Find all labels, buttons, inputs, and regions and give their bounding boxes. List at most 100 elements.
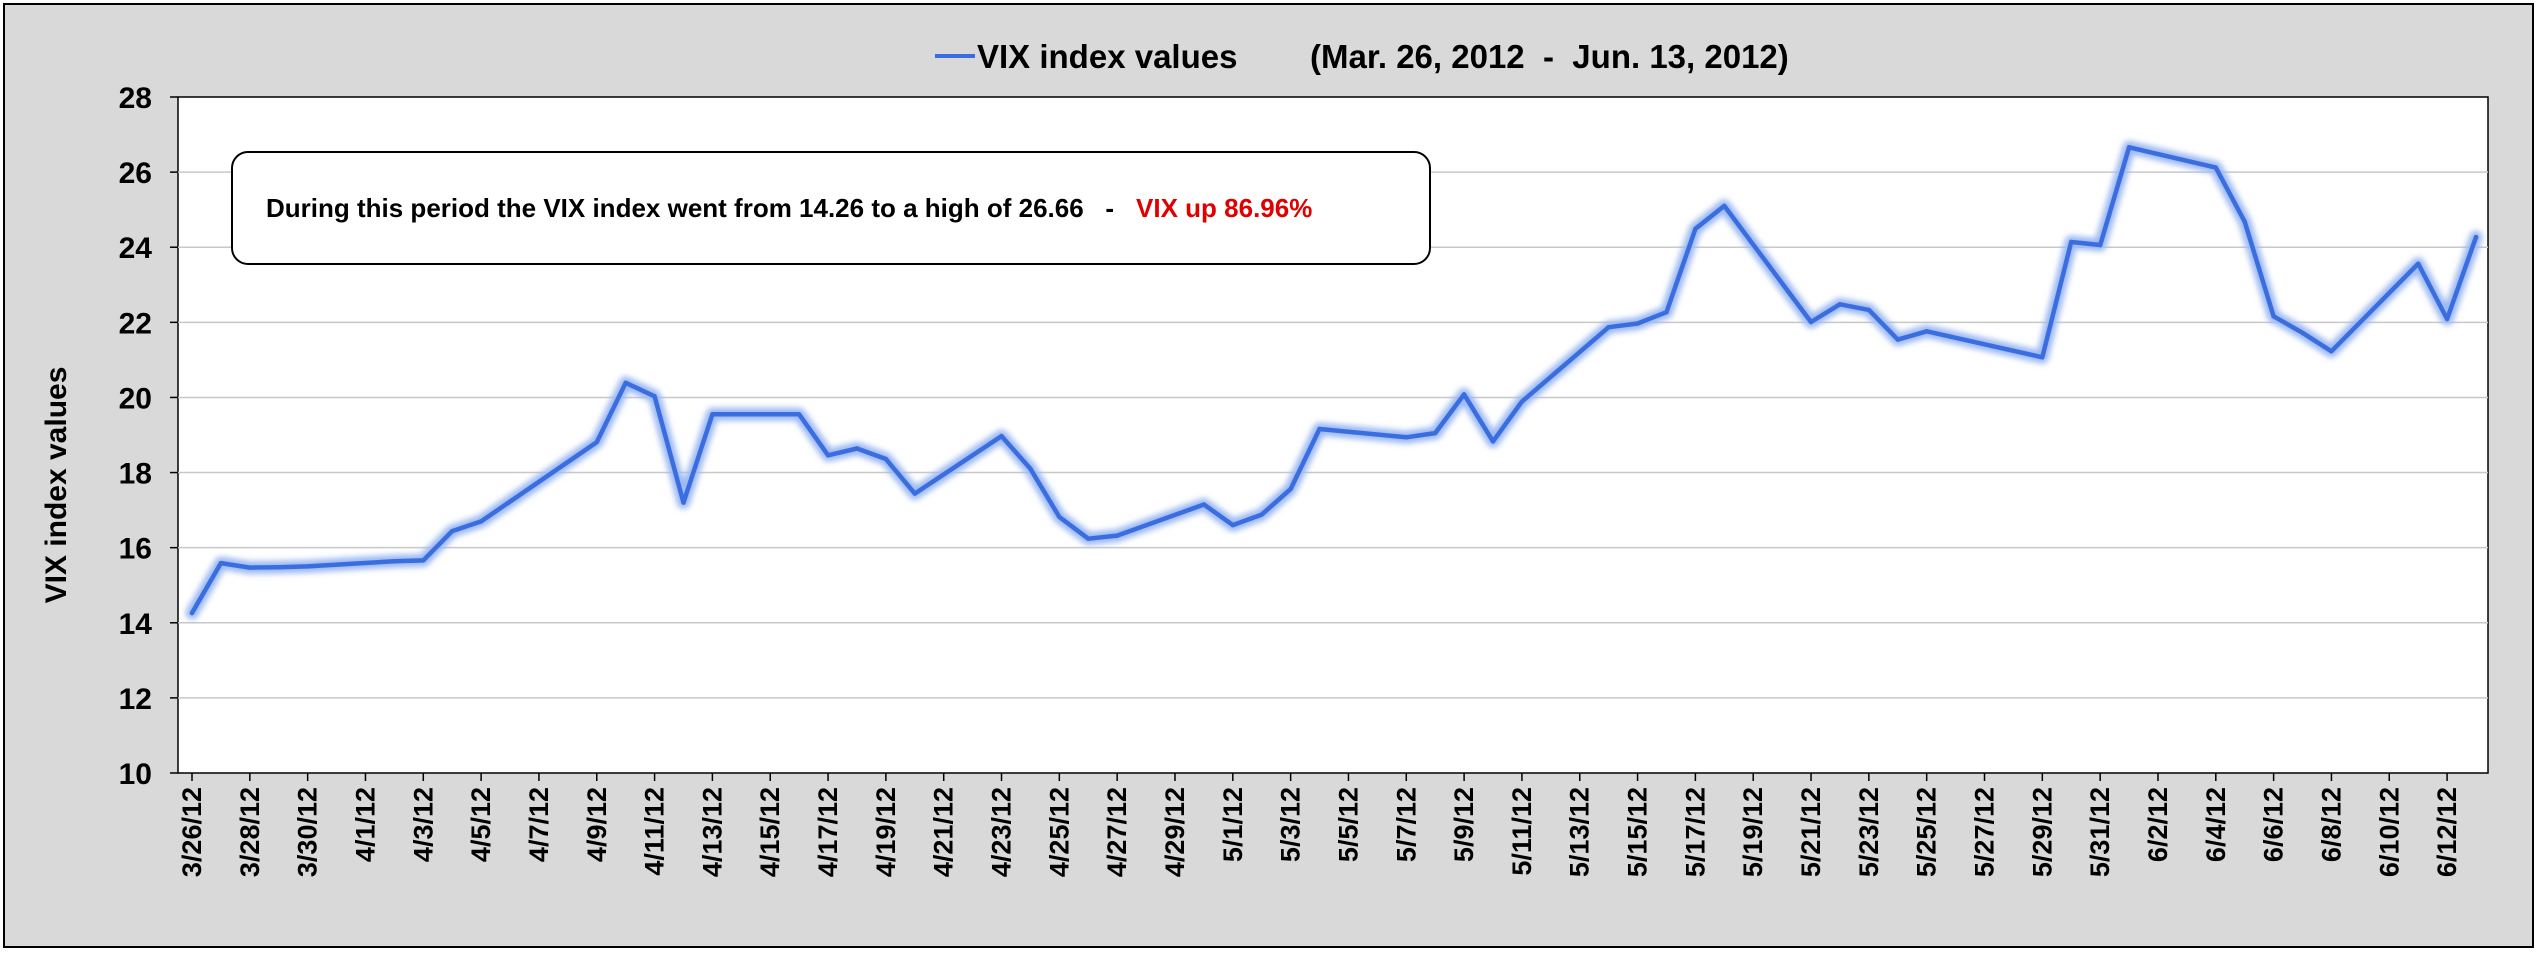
chart-legend: VIX index values (Mar. 26, 2012 - Jun. 1… [935, 38, 1789, 75]
data-point [2416, 261, 2421, 266]
y-tick-label: 18 [119, 458, 152, 491]
data-point [1086, 536, 1091, 541]
x-tick-label: 4/13/12 [697, 787, 727, 877]
x-tick-label: 4/27/12 [1102, 787, 1132, 877]
data-point [999, 433, 1004, 439]
data-point [1606, 325, 1611, 330]
data-point [1404, 435, 1409, 440]
y-tick-label: 24 [119, 232, 153, 265]
x-tick-label: 4/7/12 [524, 787, 554, 862]
annotation-text: During this period the VIX index went fr… [266, 193, 1114, 223]
data-point [594, 439, 599, 445]
data-point [189, 610, 195, 616]
x-tick-label: 5/11/12 [1507, 787, 1537, 876]
x-tick-label: 5/25/12 [1912, 787, 1942, 877]
x-tick-label: 5/7/12 [1391, 787, 1421, 862]
data-point [276, 565, 281, 570]
x-tick-label: 5/15/12 [1623, 787, 1653, 877]
x-tick-label: 5/5/12 [1333, 787, 1363, 862]
data-point [1808, 319, 1814, 325]
data-point [825, 453, 831, 458]
data-point [2213, 165, 2218, 170]
annotation-box: During this period the VIX index went fr… [231, 151, 1431, 265]
x-tick-label: 6/2/12 [2143, 787, 2173, 862]
x-tick-label: 4/15/12 [755, 787, 785, 877]
data-point [854, 446, 860, 451]
data-point [912, 491, 917, 496]
data-point [1259, 512, 1264, 517]
x-tick-label: 5/31/12 [2085, 787, 2115, 877]
x-tick-label: 4/17/12 [813, 787, 843, 877]
data-point [1317, 426, 1322, 432]
data-point [2098, 242, 2103, 248]
data-point [218, 560, 224, 566]
x-tick-label: 4/1/12 [350, 787, 380, 862]
x-tick-label: 6/6/12 [2259, 787, 2289, 862]
data-point [478, 519, 484, 524]
data-point [450, 528, 455, 534]
x-tick-label: 4/19/12 [871, 787, 901, 877]
data-point [1924, 329, 1929, 334]
x-tick-label: 5/13/12 [1565, 787, 1595, 877]
data-point [1490, 439, 1496, 444]
y-tick-label: 26 [119, 157, 152, 190]
annotation-highlight: VIX up 86.96% [1136, 193, 1312, 223]
legend-date-range: (Mar. 26, 2012 - Jun. 13, 2012) [1310, 38, 1789, 75]
data-point [1433, 430, 1438, 436]
x-tick-label: 4/21/12 [929, 787, 959, 877]
y-tick-label: 10 [119, 758, 152, 791]
data-point [1866, 307, 1872, 313]
series-vix [185, 140, 2483, 620]
data-point [710, 412, 715, 417]
data-point [1635, 321, 1640, 326]
y-axis-ticks: 10 12 14 16 18 20 22 24 26 28 [119, 82, 178, 791]
x-tick-label: 4/25/12 [1044, 787, 1074, 877]
x-tick-label: 5/23/12 [1854, 787, 1884, 877]
x-tick-label: 5/9/12 [1449, 787, 1479, 862]
data-point [1664, 310, 1669, 315]
x-tick-label: 4/3/12 [408, 787, 438, 862]
data-point [623, 380, 628, 385]
x-tick-label: 4/23/12 [987, 787, 1017, 877]
y-axis-label: VIX index values [40, 367, 73, 604]
x-tick-label: 4/5/12 [466, 787, 496, 862]
x-tick-label: 4/9/12 [582, 787, 612, 862]
data-point [2040, 355, 2045, 360]
data-point [2329, 349, 2334, 354]
data-point [421, 558, 426, 563]
y-tick-label: 12 [119, 683, 152, 716]
y-tick-label: 28 [119, 82, 152, 115]
x-tick-label: 5/29/12 [2027, 787, 2057, 877]
data-point [392, 559, 397, 564]
annotation-text-line: During this period the VIX index went fr… [266, 193, 1312, 223]
data-point [883, 456, 889, 462]
x-tick-label: 6/10/12 [2374, 787, 2404, 877]
data-point [2473, 234, 2479, 240]
x-tick-label: 5/1/12 [1218, 787, 1248, 862]
data-point [796, 412, 802, 417]
data-point [652, 394, 657, 399]
x-tick-label: 5/3/12 [1276, 787, 1306, 862]
data-point [1461, 392, 1467, 397]
series-line [189, 145, 2479, 616]
data-point [1288, 486, 1293, 492]
x-tick-label: 5/27/12 [1970, 787, 2000, 877]
annotation-frame [231, 151, 1431, 265]
x-tick-label: 6/12/12 [2432, 787, 2462, 877]
x-tick-label: 3/30/12 [293, 787, 323, 877]
data-point [1057, 514, 1062, 520]
x-tick-label: 5/21/12 [1796, 787, 1826, 877]
data-point [1895, 337, 1901, 342]
x-tick-label: 3/28/12 [235, 787, 265, 877]
y-tick-label: 22 [119, 307, 152, 340]
data-point [681, 500, 686, 505]
data-point [1028, 466, 1033, 471]
x-tick-label: 4/29/12 [1160, 787, 1190, 877]
data-point [1230, 522, 1236, 528]
y-tick-label: 16 [119, 533, 152, 566]
data-point [1722, 203, 1727, 209]
data-point [247, 565, 252, 570]
data-point [1837, 302, 1843, 307]
x-tick-label: 6/4/12 [2201, 787, 2231, 862]
data-point [2300, 330, 2305, 335]
